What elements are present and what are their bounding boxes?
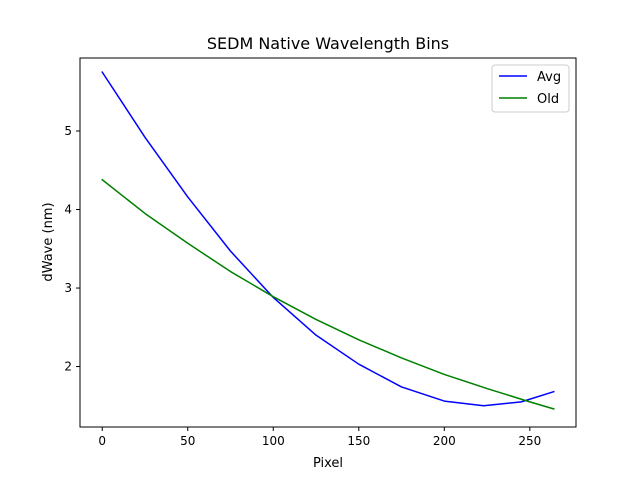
series-line-old [101, 178, 555, 410]
y-tick-label: 3 [64, 281, 72, 295]
x-axis-ticks: 0 50 100 150 200 250 [98, 427, 541, 448]
y-tick-label: 5 [64, 124, 72, 138]
plot-area [101, 71, 555, 410]
x-axis-label: Pixel [313, 456, 343, 471]
x-tick-label: 150 [347, 434, 370, 448]
plot-frame [79, 57, 577, 428]
x-tick-label: 200 [433, 434, 456, 448]
x-tick-label: 50 [180, 434, 195, 448]
chart-title: SEDM Native Wavelength Bins [207, 34, 449, 53]
x-tick-label: 100 [262, 434, 285, 448]
y-axis-label: dWave (nm) [41, 202, 56, 281]
legend-label-old: Old [537, 92, 559, 107]
y-axis-ticks: 2 3 4 5 [64, 124, 80, 374]
y-tick-label: 2 [64, 360, 72, 374]
y-tick-label: 4 [64, 203, 72, 217]
legend-label-avg: Avg [537, 70, 561, 85]
x-tick-label: 250 [518, 434, 541, 448]
x-tick-label: 0 [98, 434, 106, 448]
series-line-avg [101, 71, 555, 407]
legend: Avg Old [491, 64, 570, 113]
